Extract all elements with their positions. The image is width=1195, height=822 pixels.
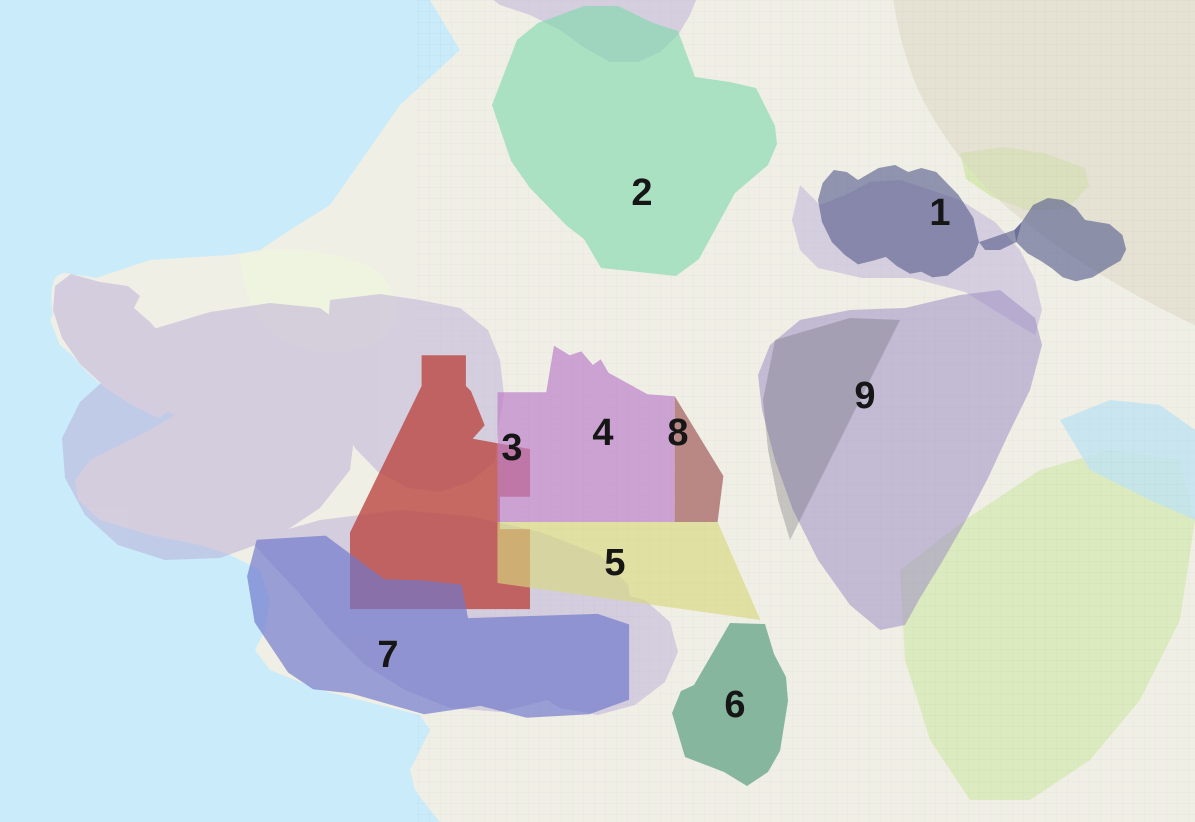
svg-text:3: 3 [501, 427, 522, 469]
svg-text:7: 7 [377, 634, 398, 676]
svg-text:6: 6 [724, 684, 745, 726]
svg-text:1: 1 [929, 192, 950, 234]
svg-text:2: 2 [631, 172, 652, 214]
svg-text:5: 5 [604, 542, 625, 584]
svg-text:4: 4 [592, 412, 613, 454]
svg-text:9: 9 [854, 375, 875, 417]
svg-text:8: 8 [667, 412, 688, 454]
